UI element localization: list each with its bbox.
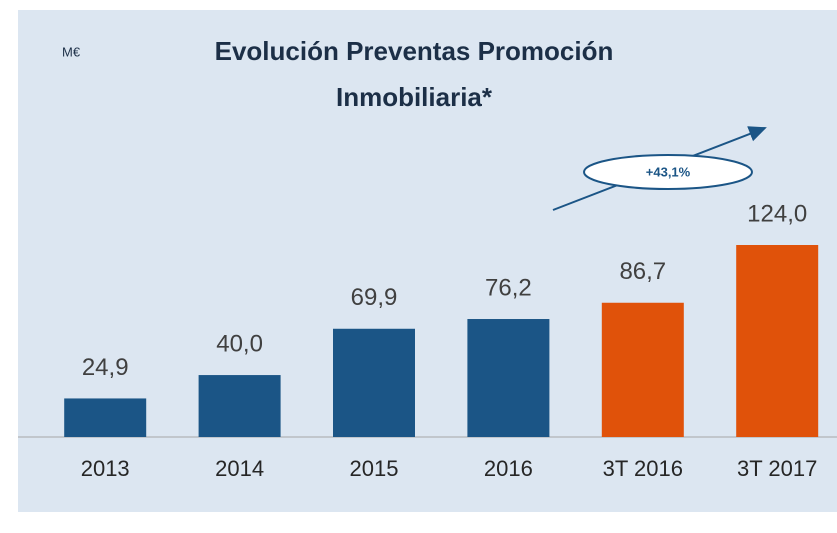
background	[18, 10, 837, 512]
annotation: +43,1%	[646, 164, 691, 179]
unit-label: M€	[62, 44, 81, 59]
bar	[601, 302, 684, 437]
value-label: 86,7	[619, 258, 666, 285]
annotation-ellipse	[583, 154, 753, 190]
bar	[736, 245, 819, 437]
bar	[467, 319, 550, 437]
bar	[333, 328, 415, 437]
value-label: 24,9	[82, 354, 129, 381]
x-tick-label: 2013	[81, 456, 130, 481]
value-label: 69,9	[351, 284, 398, 311]
x-tick-label: 2016	[484, 456, 533, 481]
x-tick-label: 3T 2016	[603, 456, 683, 481]
bar	[198, 375, 281, 437]
bar	[64, 398, 147, 437]
x-tick-label: 3T 2017	[737, 456, 817, 481]
value-label: 124,0	[747, 200, 807, 227]
value-label: 76,2	[485, 274, 532, 301]
value-label: 40,0	[216, 330, 263, 357]
chart-title: Evolución Preventas Promoción Inmobiliar…	[214, 36, 614, 112]
x-tick-label: 2015	[350, 456, 399, 481]
x-tick-label: 2014	[215, 456, 264, 481]
